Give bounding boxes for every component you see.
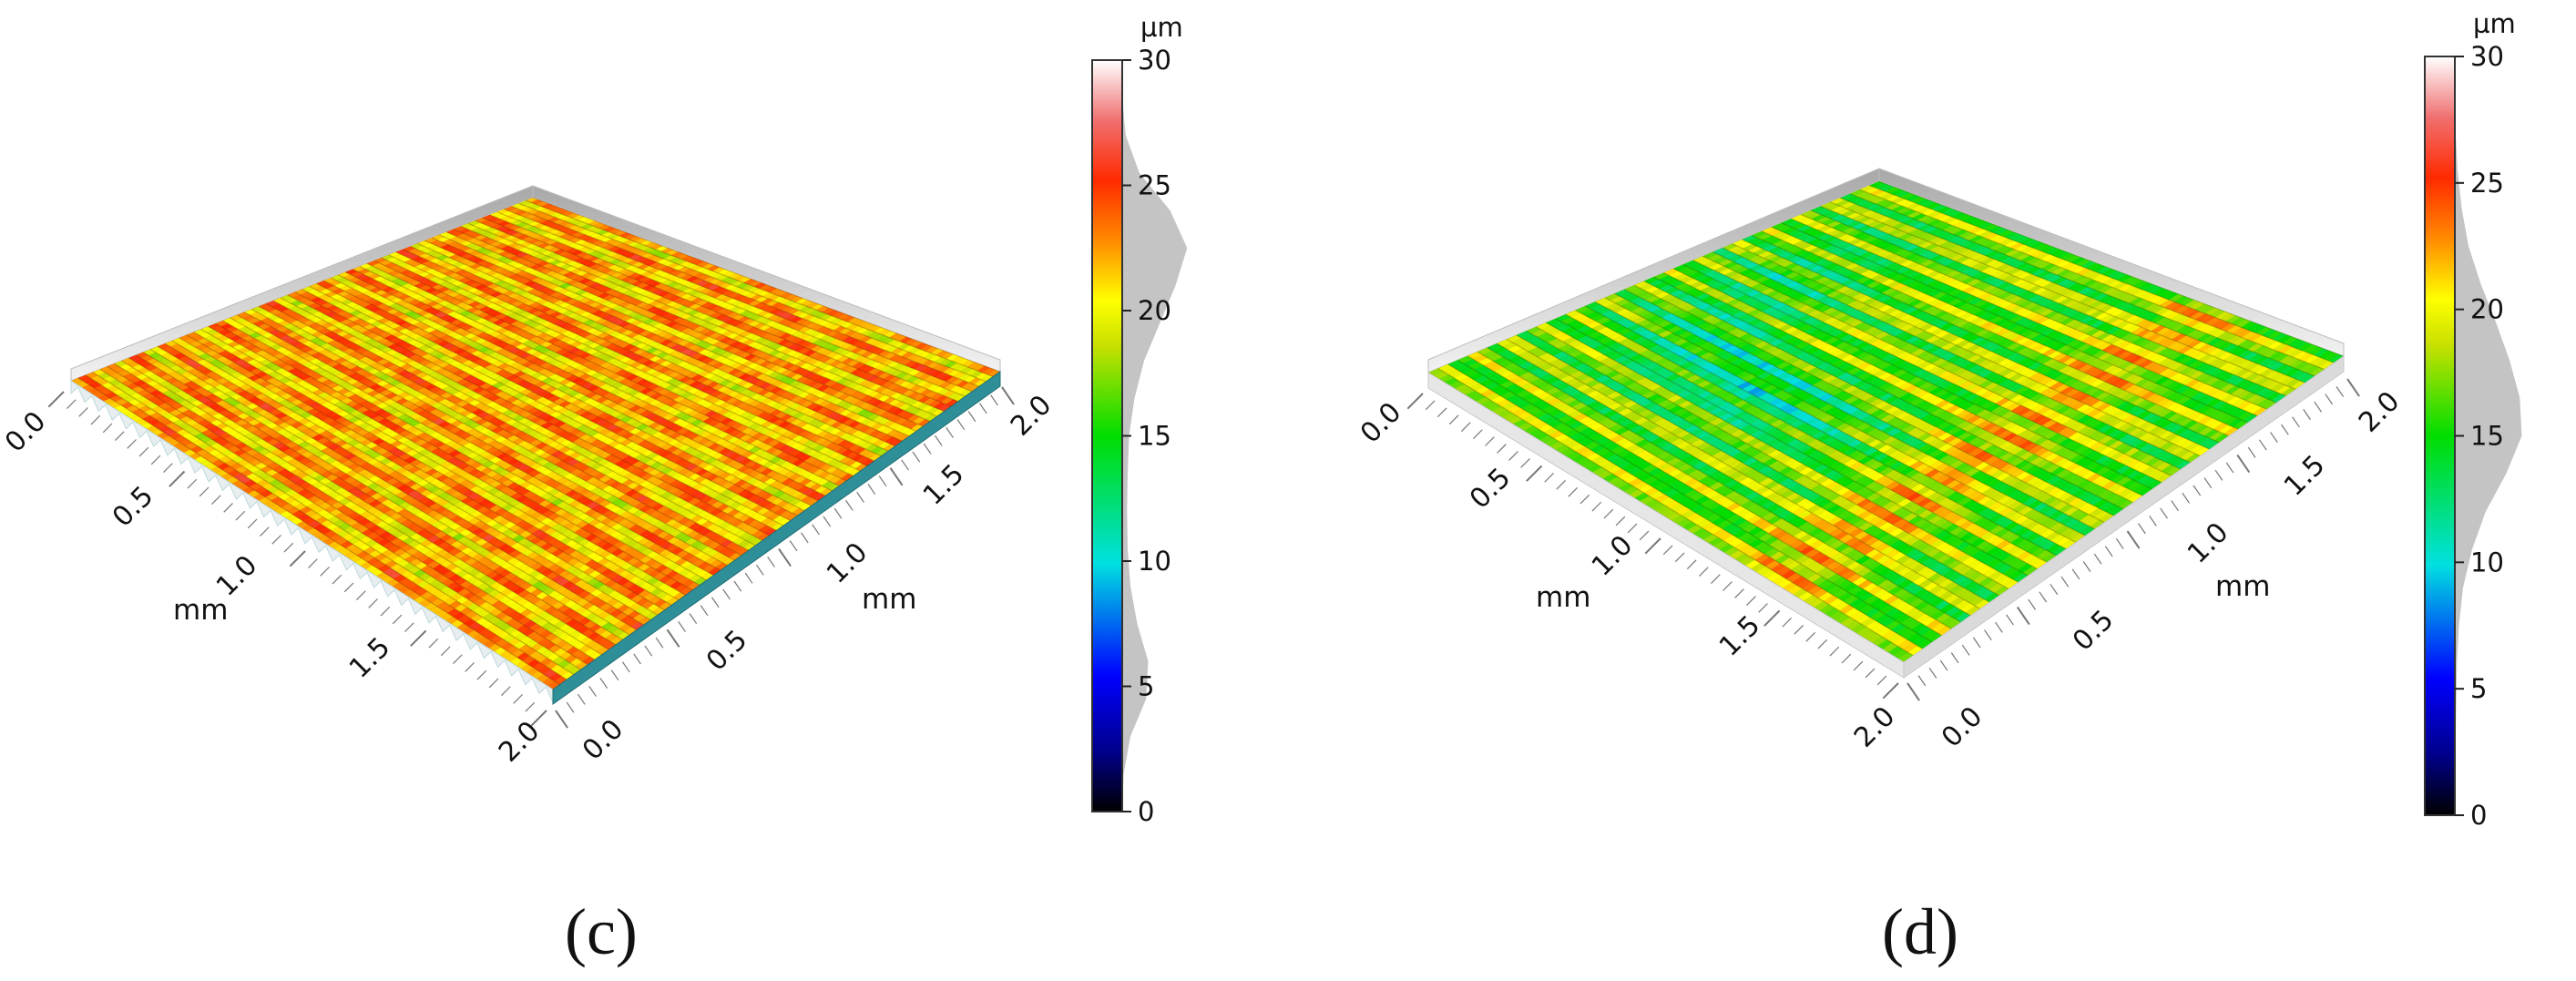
- colorbar-tick-label: 5: [1138, 671, 1154, 702]
- colorbar-tick-label: 5: [2470, 673, 2487, 704]
- x-axis-label-c: mm: [173, 594, 228, 627]
- x-tick-d-1: 0.5: [1464, 462, 1517, 515]
- colorbar-c: [1091, 59, 1123, 812]
- y-tick-c-3: 1.5: [917, 458, 970, 511]
- surface-texture-c: [71, 198, 1000, 690]
- colorbar-tick-label: 20: [1138, 295, 1171, 326]
- colorbar-tick-label: 0: [2470, 800, 2487, 831]
- colorbar-tick-label: 30: [2470, 41, 2504, 72]
- panel-d: 0.0 0.5 1.0 1.5 2.0 mm 0.0 0.5 1.0 1.5 2…: [1354, 8, 2522, 968]
- y-tick-c-2: 1.0: [821, 536, 874, 589]
- surface-texture-d: [1428, 181, 2344, 662]
- colorbar-tick-label: 25: [2470, 168, 2504, 199]
- colorbar-ticks-c: 0 5 10 15 20 25 30: [1122, 45, 1171, 827]
- colorbar-tick-label: 25: [1138, 170, 1171, 201]
- panel-label-c: (c): [565, 895, 638, 968]
- colorbar-tick-label: 15: [1138, 421, 1171, 452]
- y-tick-d-3: 1.5: [2278, 449, 2331, 502]
- x-tick-d-2: 1.0: [1586, 529, 1639, 582]
- panel-label-d: (d): [1882, 895, 1958, 968]
- y-tick-c-0: 0.0: [577, 713, 629, 766]
- x-tick-c-3: 1.5: [343, 631, 396, 684]
- y-tick-c-4: 2.0: [1005, 389, 1058, 442]
- y-tick-d-0: 0.0: [1936, 700, 1988, 753]
- colorbar-unit-d: µm: [2473, 8, 2516, 39]
- front-wall-c: [70, 371, 1001, 705]
- x-tick-c-1: 0.5: [107, 480, 159, 533]
- colorbar-unit-c: µm: [1140, 12, 1183, 43]
- colorbar-tick-label: 0: [1138, 796, 1154, 827]
- ticks-d: [1406, 378, 2360, 701]
- height-histogram-d: [2455, 56, 2522, 815]
- ticks-c: [47, 386, 1015, 729]
- colorbar-tick-label: 20: [2470, 294, 2504, 325]
- x-tick-c-0: 0.0: [0, 405, 52, 458]
- colorbar-tick-label: 30: [1138, 45, 1171, 76]
- y-axis-label-c: mm: [862, 583, 916, 616]
- y-tick-d-1: 0.5: [2067, 604, 2120, 657]
- colorbar-ticks-d: 0 5 10 15 20 25 30: [2455, 41, 2504, 831]
- colorbar-tick-label: 10: [2470, 547, 2504, 577]
- x-tick-d-4: 2.0: [1848, 700, 1901, 753]
- colorbar-tick-label: 10: [1138, 546, 1171, 577]
- x-tick-d-0: 0.0: [1354, 396, 1407, 449]
- x-axis-label-d: mm: [1536, 581, 1590, 614]
- y-tick-c-1: 0.5: [700, 624, 753, 677]
- colorbar-tick-label: 15: [2470, 421, 2504, 452]
- y-axis-label-d: mm: [2215, 570, 2270, 603]
- colorbar-d: [2424, 56, 2456, 816]
- height-histogram-c: [1122, 60, 1188, 812]
- x-tick-d-3: 1.5: [1713, 609, 1766, 662]
- front-wall-right-d: [1903, 355, 2345, 679]
- x-tick-c-4: 2.0: [493, 715, 546, 768]
- panel-c: 0.0 0.5 1.0 1.5 2.0 mm 0.0 0.5 1.0 1.5 2…: [0, 12, 1188, 968]
- y-tick-d-2: 1.0: [2182, 516, 2234, 569]
- y-tick-d-4: 2.0: [2353, 385, 2406, 438]
